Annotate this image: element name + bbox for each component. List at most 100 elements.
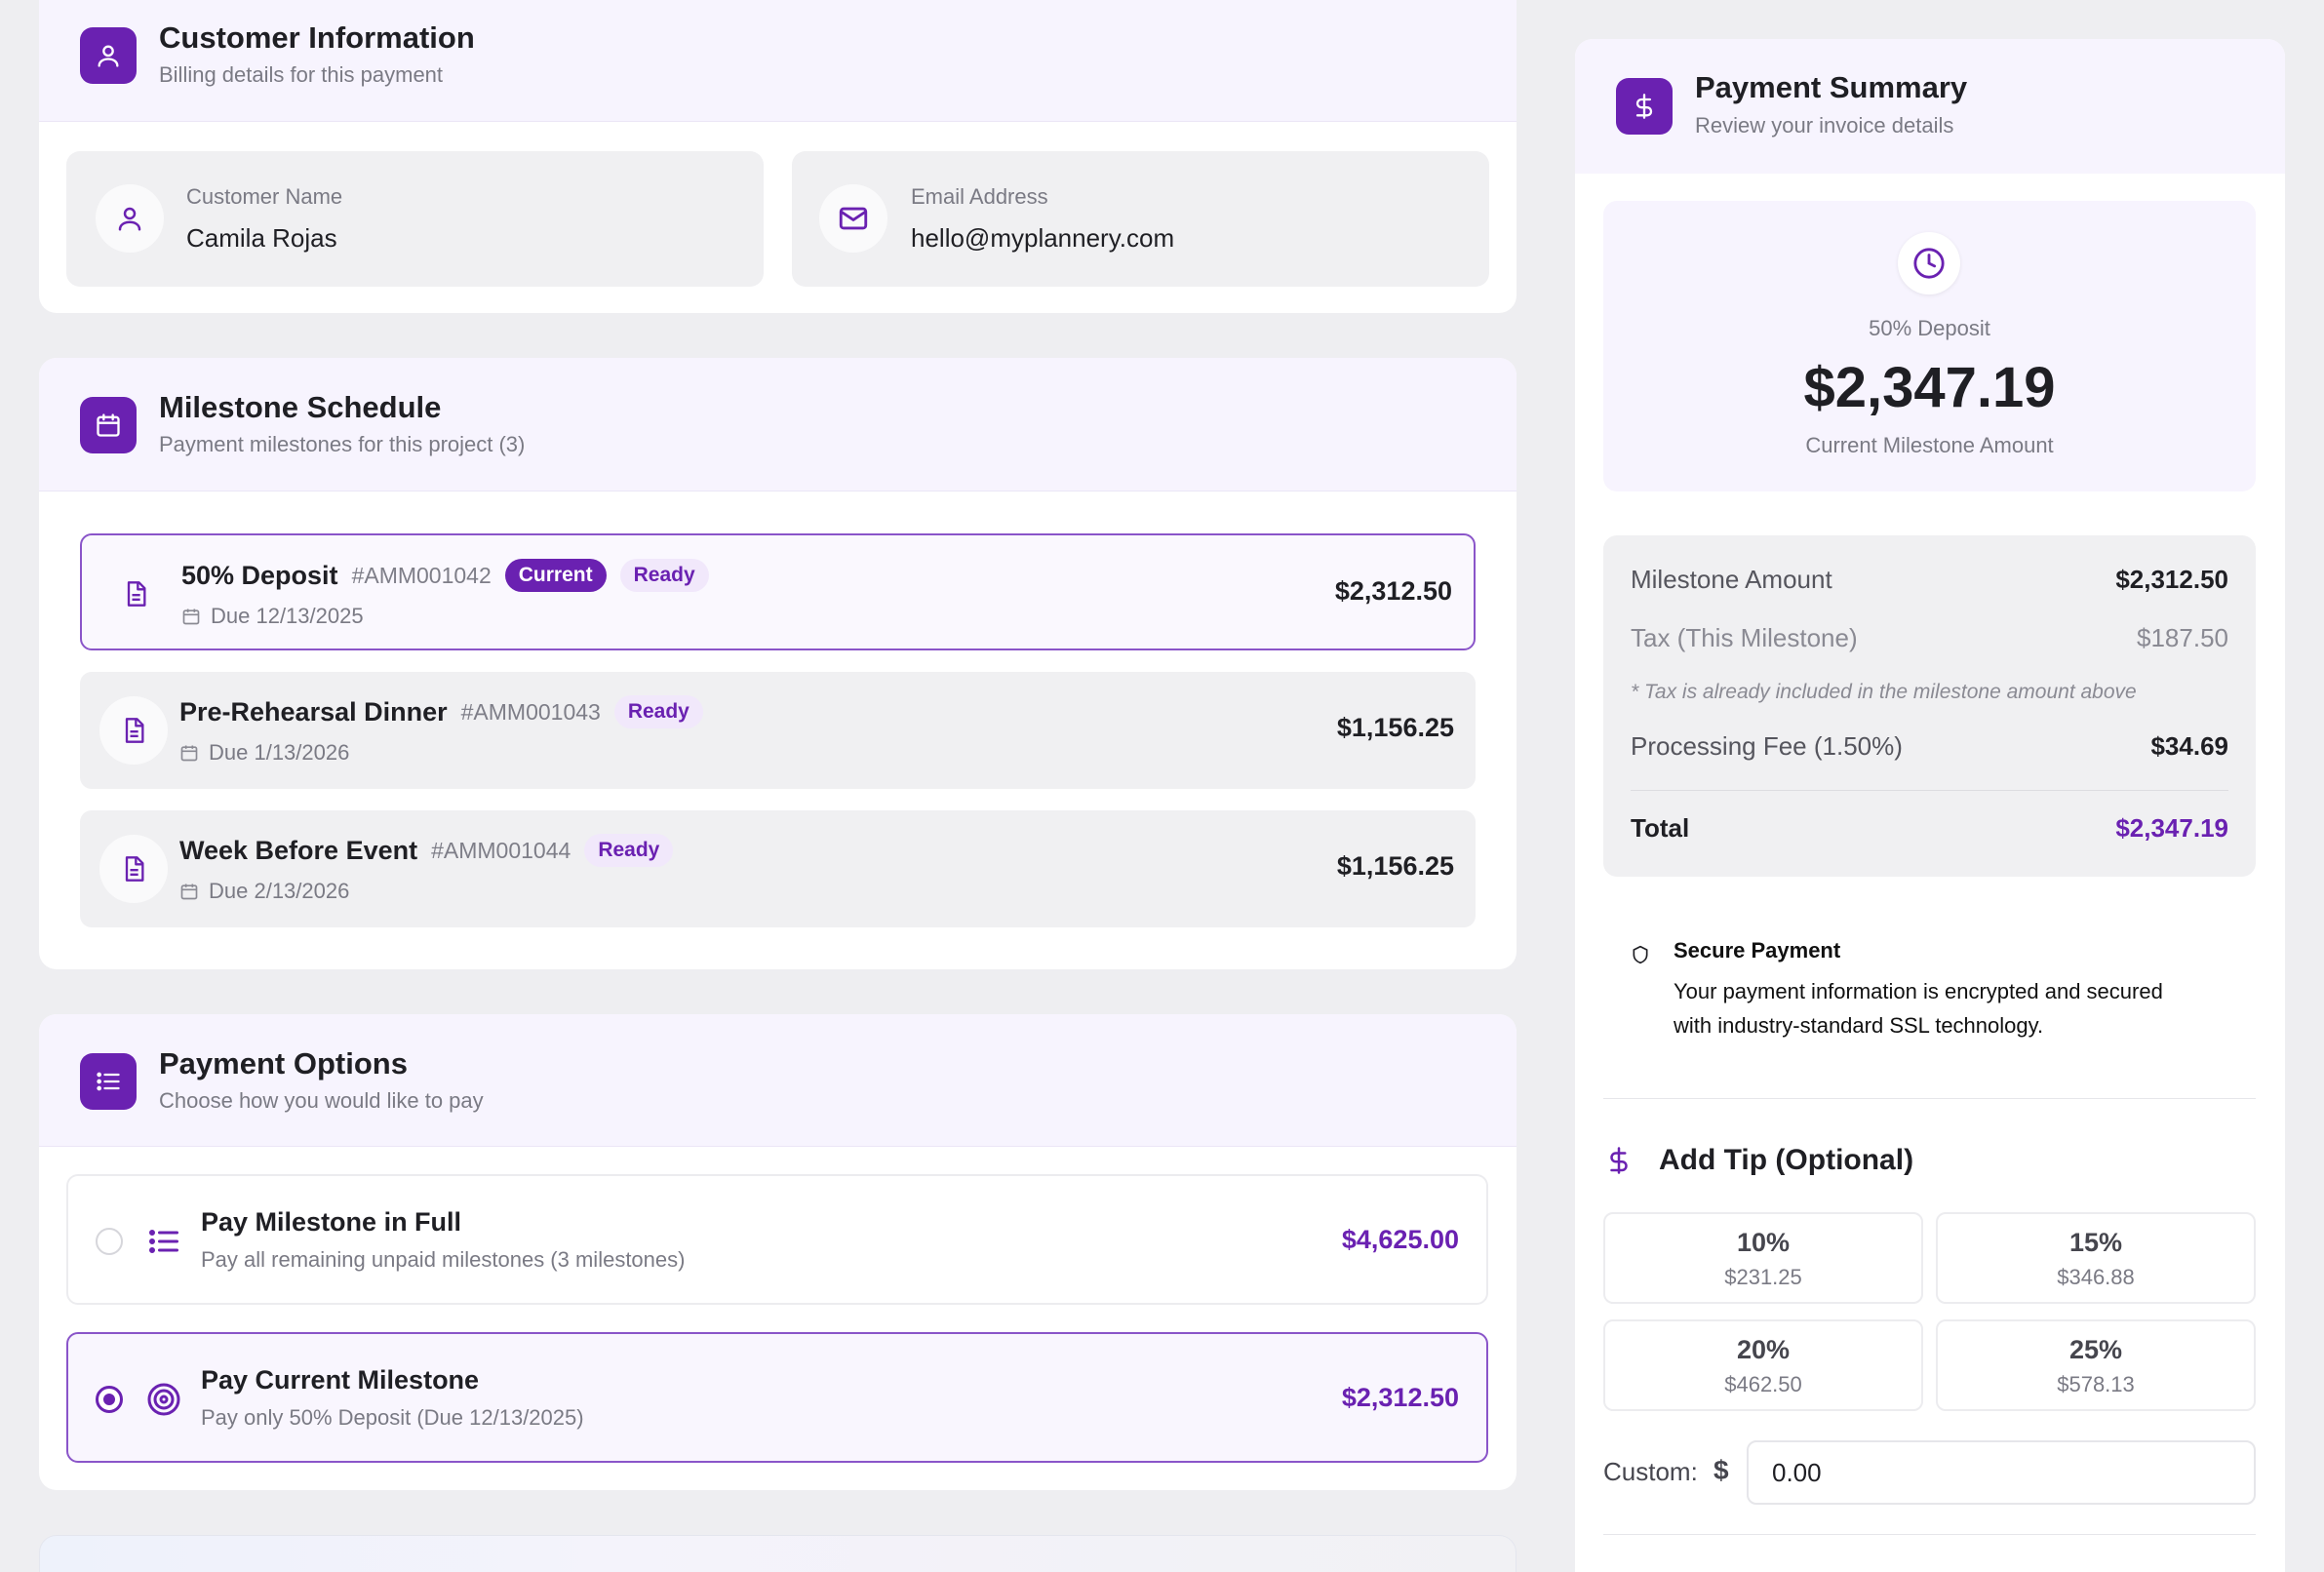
tip-15-button[interactable]: 15% $346.88 (1936, 1212, 2256, 1304)
target-icon (146, 1382, 181, 1422)
deposit-label: 50% Deposit (1869, 316, 1990, 340)
pay-full-option[interactable]: Pay Milestone in Full Pay all remaining … (66, 1174, 1488, 1305)
next-section-card (39, 1535, 1517, 1572)
tip-amount: $231.25 (1724, 1265, 1802, 1289)
milestone-name: Pre-Rehearsal Dinner (179, 696, 448, 727)
deposit-caption: Current Milestone Amount (1805, 433, 2054, 457)
milestone-amount-value: $2,312.50 (2115, 565, 2228, 594)
customer-info-header: Customer Information Billing details for… (39, 0, 1517, 122)
milestone-schedule-subtitle: Payment milestones for this project (3) (159, 432, 526, 456)
pay-full-subtitle: Pay all remaining unpaid milestones (3 m… (201, 1247, 686, 1272)
list-icon (146, 1224, 181, 1264)
user-icon (80, 27, 137, 84)
tip-percent: 15% (2068, 1228, 2123, 1257)
milestone-name: 50% Deposit (181, 560, 338, 590)
pay-current-subtitle: Pay only 50% Deposit (Due 12/13/2025) (201, 1405, 584, 1430)
pay-full-radio[interactable] (96, 1228, 123, 1255)
customer-info-title: Customer Information (159, 20, 475, 55)
email-address-label: Email Address (911, 184, 1048, 209)
milestone-amount: $1,156.25 (1336, 713, 1454, 742)
breakdown-divider (1631, 790, 2228, 791)
tip-20-button[interactable]: 20% $462.50 (1603, 1319, 1923, 1411)
customer-name-box: Customer Name Camila Rojas (66, 151, 764, 287)
milestone-row[interactable]: Week Before Event #AMM001044 Ready Due 2… (80, 810, 1476, 927)
tip-amount: $578.13 (2057, 1372, 2135, 1396)
calendar-icon (180, 745, 198, 762)
email-address-value: hello@myplannery.com (911, 223, 1175, 253)
pay-current-option[interactable]: Pay Current Milestone Pay only 50% Depos… (66, 1332, 1488, 1463)
pay-current-radio[interactable] (96, 1386, 123, 1413)
document-icon (99, 696, 168, 765)
currency-symbol: $ (1713, 1455, 1729, 1485)
tip-percent: 25% (2068, 1335, 2123, 1364)
email-address-box: Email Address hello@myplannery.com (792, 151, 1489, 287)
tax-note: * Tax is already included in the milesto… (1631, 681, 2137, 703)
section-divider (1603, 1098, 2256, 1099)
deposit-summary-box: 50% Deposit $2,347.19 Current Milestone … (1603, 201, 2256, 491)
milestone-name: Week Before Event (179, 835, 418, 865)
tip-percent: 10% (1736, 1228, 1791, 1257)
user-icon (96, 184, 164, 253)
dollar-icon (1616, 78, 1673, 135)
tip-amount: $346.88 (2057, 1265, 2135, 1289)
milestone-row[interactable]: 50% Deposit #AMM001042 Current Ready Due… (80, 533, 1476, 650)
milestone-amount: $1,156.25 (1336, 851, 1454, 881)
status-badge: Ready (619, 559, 709, 592)
payment-summary-header: Payment Summary Review your invoice deta… (1575, 39, 2285, 174)
tip-10-button[interactable]: 10% $231.25 (1603, 1212, 1923, 1304)
secure-payment-title: Secure Payment (1674, 938, 1841, 963)
pay-current-amount: $2,312.50 (1341, 1383, 1459, 1412)
payment-summary-subtitle: Review your invoice details (1695, 113, 1954, 138)
milestone-schedule-header: Milestone Schedule Payment milestones fo… (39, 358, 1517, 491)
shield-icon (1631, 944, 1650, 970)
tip-25-button[interactable]: 25% $578.13 (1936, 1319, 2256, 1411)
status-badge: Ready (584, 834, 674, 867)
list-icon (80, 1053, 137, 1110)
calendar-icon (180, 884, 198, 900)
mail-icon (819, 184, 887, 253)
document-icon (101, 560, 170, 628)
customer-name-value: Camila Rojas (186, 223, 337, 253)
tax-label: Tax (This Milestone) (1631, 623, 1858, 652)
milestone-due-date: Due 1/13/2026 (209, 740, 350, 765)
pay-current-title: Pay Current Milestone (201, 1365, 480, 1395)
milestone-row[interactable]: Pre-Rehearsal Dinner #AMM001043 Ready Du… (80, 672, 1476, 789)
dollar-icon (1604, 1143, 1634, 1183)
milestone-due-date: Due 2/13/2026 (209, 879, 350, 903)
milestone-code: #AMM001042 (351, 562, 492, 588)
total-value: $2,347.19 (2115, 813, 2228, 843)
status-badge: Ready (613, 695, 703, 728)
payment-summary-title: Payment Summary (1695, 70, 1968, 104)
tip-title: Add Tip (Optional) (1659, 1144, 1914, 1176)
milestone-schedule-title: Milestone Schedule (159, 390, 442, 424)
tip-amount: $462.50 (1724, 1372, 1802, 1396)
calendar-icon (182, 609, 200, 625)
tax-value: $187.50 (2137, 623, 2228, 652)
custom-tip-label: Custom: (1603, 1457, 1698, 1486)
processing-fee-value: $34.69 (2150, 731, 2228, 761)
clock-icon (1898, 232, 1960, 295)
tip-percent: 20% (1736, 1335, 1791, 1364)
secure-payment-text: with industry-standard SSL technology. (1674, 1013, 2044, 1038)
secure-payment-text: Your payment information is encrypted an… (1674, 979, 2163, 1003)
customer-info-subtitle: Billing details for this payment (159, 62, 444, 87)
milestone-due-date: Due 12/13/2025 (211, 604, 364, 628)
customer-name-label: Customer Name (186, 184, 343, 209)
processing-fee-label: Processing Fee (1.50%) (1631, 731, 1903, 761)
total-label: Total (1631, 813, 1690, 843)
milestone-amount-label: Milestone Amount (1631, 565, 1832, 594)
milestone-amount: $2,312.50 (1334, 576, 1452, 606)
milestone-code: #AMM001043 (460, 698, 601, 725)
payment-options-title: Payment Options (159, 1046, 408, 1081)
section-divider (1603, 1534, 2256, 1535)
document-icon (99, 835, 168, 903)
pay-full-title: Pay Milestone in Full (201, 1207, 462, 1237)
payment-options-subtitle: Choose how you would like to pay (159, 1088, 484, 1113)
custom-tip-input[interactable] (1747, 1440, 2256, 1505)
deposit-amount: $2,347.19 (1803, 356, 2056, 419)
pay-full-amount: $4,625.00 (1341, 1225, 1459, 1254)
calendar-icon (80, 397, 137, 453)
customer-info-card: Customer Information Billing details for… (39, 0, 1517, 313)
milestone-code: #AMM001044 (431, 837, 571, 863)
current-badge: Current (504, 559, 607, 592)
